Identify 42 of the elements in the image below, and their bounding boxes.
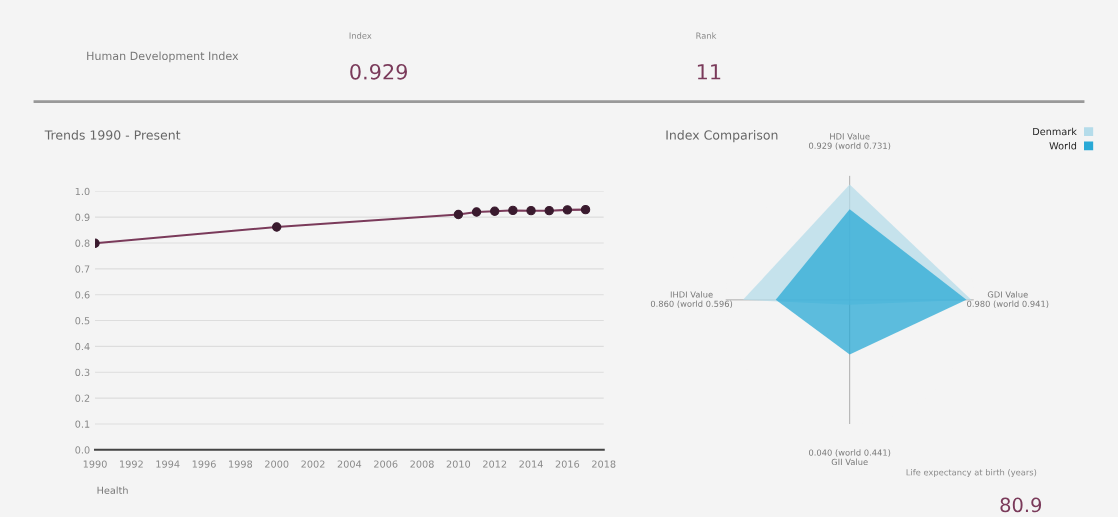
text: 80.9 <box>1000 497 1042 513</box>
y-tick-label: 1.0 <box>75 187 90 196</box>
y-tick-label: 0.4 <box>75 342 90 351</box>
y-tick-label: 0.9 <box>75 213 90 221</box>
x-tick-label: 2014 <box>519 460 543 468</box>
y-tick-label: 0.0 <box>75 446 90 454</box>
text: Human Development Index <box>87 51 239 63</box>
x-tick-label: 1990 <box>83 460 107 468</box>
y-tick-label: 0.7 <box>75 265 90 273</box>
text: Health <box>97 486 128 494</box>
x-tick-label: 2000 <box>265 460 289 468</box>
spoke-label: GDI Value 0.980 (world 0.941) <box>967 291 1049 308</box>
legend-label: Denmark <box>1033 127 1077 136</box>
text: Life expectancy at birth (years) <box>906 469 1037 478</box>
chart-title: Index Comparison <box>666 130 778 143</box>
y-tick-label: 0.5 <box>75 317 90 325</box>
text: Rank <box>696 32 717 39</box>
x-tick-label: 2012 <box>483 460 507 468</box>
y-tick-label: 0.2 <box>75 394 90 402</box>
x-tick-label: 2016 <box>555 460 580 468</box>
y-tick-label: 0.1 <box>75 420 90 428</box>
x-tick-label: 1996 <box>192 460 216 468</box>
spoke-label: 0.040 (world 0.441) GII Value <box>809 449 891 466</box>
x-tick-label: 2008 <box>410 460 434 468</box>
x-tick-label: 2018 <box>592 460 616 468</box>
x-tick-label: 2006 <box>374 460 398 468</box>
x-tick-label: 1998 <box>229 460 253 468</box>
spoke-label: HDI Value 0.929 (world 0.731) <box>809 133 891 150</box>
x-tick-label: 2004 <box>337 460 362 468</box>
x-tick-label: 1994 <box>156 460 180 468</box>
x-tick-label: 2002 <box>301 460 325 468</box>
legend-label: World <box>1049 141 1077 150</box>
y-tick-label: 0.6 <box>75 291 90 299</box>
x-tick-label: 1992 <box>120 460 143 468</box>
chart-title: Trends 1990 - Present <box>44 130 181 140</box>
text: 0.929 <box>350 63 407 80</box>
x-tick-label: 2010 <box>446 460 471 468</box>
spoke-label: IHDI Value 0.860 (world 0.596) <box>650 291 733 308</box>
y-tick-label: 0.8 <box>75 239 90 247</box>
y-tick-label: 0.3 <box>75 368 90 377</box>
text: Index <box>349 32 372 39</box>
text: 11 <box>697 64 721 80</box>
